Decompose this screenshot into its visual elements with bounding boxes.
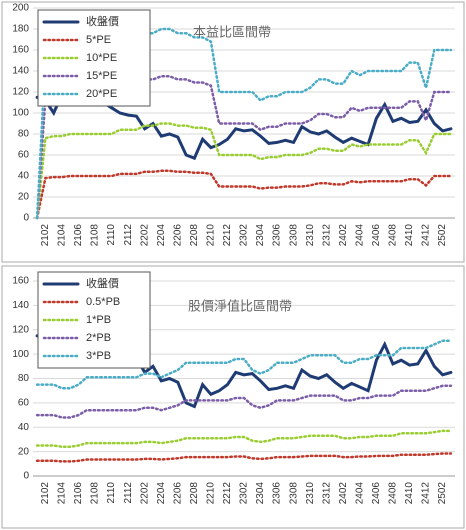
y-tick-label: 120 bbox=[12, 87, 29, 98]
x-tick-label: 2110 bbox=[106, 224, 117, 246]
x-tick-label: 2110 bbox=[106, 482, 117, 504]
band-line bbox=[35, 384, 453, 419]
y-tick-label: 80 bbox=[18, 129, 30, 140]
x-tick-label: 2212 bbox=[222, 224, 233, 247]
y-tick-label: 0 bbox=[23, 213, 29, 224]
y-tick-label: 40 bbox=[18, 422, 30, 433]
x-tick-label: 2206 bbox=[172, 482, 183, 505]
legend-label: 5*PE bbox=[86, 34, 111, 46]
x-tick-label: 2312 bbox=[321, 482, 332, 505]
x-tick-label: 2306 bbox=[272, 224, 283, 247]
legend-label: 10*PE bbox=[86, 52, 117, 64]
x-tick-label: 2202 bbox=[139, 482, 150, 505]
x-tick-label: 2302 bbox=[239, 482, 250, 505]
x-tick-label: 2408 bbox=[388, 224, 399, 247]
x-tick-label: 2208 bbox=[189, 482, 200, 505]
y-tick-label: 0 bbox=[23, 471, 29, 482]
y-tick-label: 60 bbox=[18, 150, 30, 161]
band-line bbox=[35, 429, 453, 449]
band-line bbox=[35, 339, 453, 390]
x-tick-label: 2104 bbox=[57, 482, 68, 505]
y-tick-label: 100 bbox=[12, 108, 29, 119]
y-tick-label: 40 bbox=[18, 171, 30, 182]
y-tick-label: 100 bbox=[12, 349, 29, 360]
x-tick-label: 2402 bbox=[338, 224, 349, 247]
x-tick-label: 2308 bbox=[288, 224, 299, 247]
band-line bbox=[35, 452, 453, 463]
x-tick-label: 2308 bbox=[288, 482, 299, 505]
x-tick-label: 2502 bbox=[437, 482, 448, 505]
band-line bbox=[35, 122, 453, 220]
x-tick-label: 2108 bbox=[90, 224, 101, 247]
legend-label: 15*PE bbox=[86, 70, 117, 82]
x-tick-label: 2312 bbox=[321, 224, 332, 247]
x-tick-label: 2408 bbox=[388, 482, 399, 505]
y-tick-label: 200 bbox=[12, 3, 29, 14]
x-tick-label: 2112 bbox=[123, 482, 134, 504]
x-tick-label: 2502 bbox=[437, 224, 448, 247]
x-tick-label: 2402 bbox=[338, 482, 349, 505]
x-tick-label: 2302 bbox=[239, 224, 250, 247]
x-tick-label: 2106 bbox=[73, 482, 84, 505]
x-tick-label: 2412 bbox=[421, 224, 432, 247]
x-tick-label: 2410 bbox=[404, 482, 415, 505]
y-tick-label: 60 bbox=[18, 398, 30, 409]
x-tick-label: 2202 bbox=[139, 224, 150, 247]
y-tick-label: 80 bbox=[18, 373, 30, 384]
x-tick-label: 2204 bbox=[156, 224, 167, 247]
chart: 0 20 40 60 80 100 120 140 160 180 200 2102 2104 2106 2… bbox=[12, 3, 455, 247]
x-tick-label: 2406 bbox=[371, 224, 382, 247]
x-tick-label: 2208 bbox=[189, 224, 200, 247]
y-tick-label: 140 bbox=[12, 66, 29, 77]
legend-label: 3*PB bbox=[86, 350, 111, 362]
y-tick-label: 180 bbox=[12, 24, 29, 35]
chart: 0 20 40 60 80 100 120 140 160 2102 2104 2106 2108 211… bbox=[12, 271, 455, 505]
y-tick-label: 20 bbox=[18, 192, 30, 203]
x-tick-label: 2304 bbox=[255, 482, 266, 505]
x-tick-label: 2212 bbox=[222, 482, 233, 505]
y-tick-label: 140 bbox=[12, 300, 29, 311]
x-tick-label: 2410 bbox=[404, 224, 415, 247]
x-tick-label: 2210 bbox=[206, 482, 217, 505]
legend-label: 收盤價 bbox=[86, 276, 119, 290]
y-tick-label: 160 bbox=[12, 276, 29, 287]
band-line bbox=[35, 169, 453, 220]
x-tick-label: 2104 bbox=[57, 224, 68, 247]
legend-label: 2*PB bbox=[86, 332, 111, 344]
x-tick-label: 2310 bbox=[305, 482, 316, 505]
x-tick-label: 2306 bbox=[272, 482, 283, 505]
x-tick-label: 2102 bbox=[40, 482, 51, 505]
legend-label: 1*PB bbox=[86, 314, 111, 326]
x-tick-label: 2406 bbox=[371, 482, 382, 505]
x-tick-label: 2412 bbox=[421, 482, 432, 505]
y-tick-label: 120 bbox=[12, 324, 29, 335]
legend-label: 0.5*PB bbox=[86, 296, 120, 308]
chart-title: 本益比區間帶 bbox=[193, 24, 271, 39]
x-tick-label: 2210 bbox=[206, 224, 217, 247]
legend: 收盤價 5*PE 10*PE 15*PE 20*PE bbox=[37, 9, 151, 107]
x-tick-label: 2204 bbox=[156, 482, 167, 505]
x-tick-label: 2310 bbox=[305, 224, 316, 247]
x-tick-label: 2404 bbox=[354, 482, 365, 505]
chart-title: 股價淨值比區間帶 bbox=[188, 298, 292, 313]
y-tick-label: 20 bbox=[18, 446, 30, 457]
legend-label: 收盤價 bbox=[86, 14, 119, 28]
x-tick-label: 2112 bbox=[123, 224, 134, 246]
x-tick-label: 2206 bbox=[172, 224, 183, 247]
legend: 收盤價 0.5*PB 1*PB 2*PB 3*PB bbox=[37, 271, 151, 369]
x-tick-label: 2304 bbox=[255, 224, 266, 247]
x-tick-label: 2404 bbox=[354, 224, 365, 247]
y-tick-label: 160 bbox=[12, 45, 29, 56]
x-tick-label: 2106 bbox=[73, 224, 84, 247]
x-tick-label: 2102 bbox=[40, 224, 51, 247]
x-tick-label: 2108 bbox=[90, 482, 101, 505]
legend-label: 20*PE bbox=[86, 88, 117, 100]
